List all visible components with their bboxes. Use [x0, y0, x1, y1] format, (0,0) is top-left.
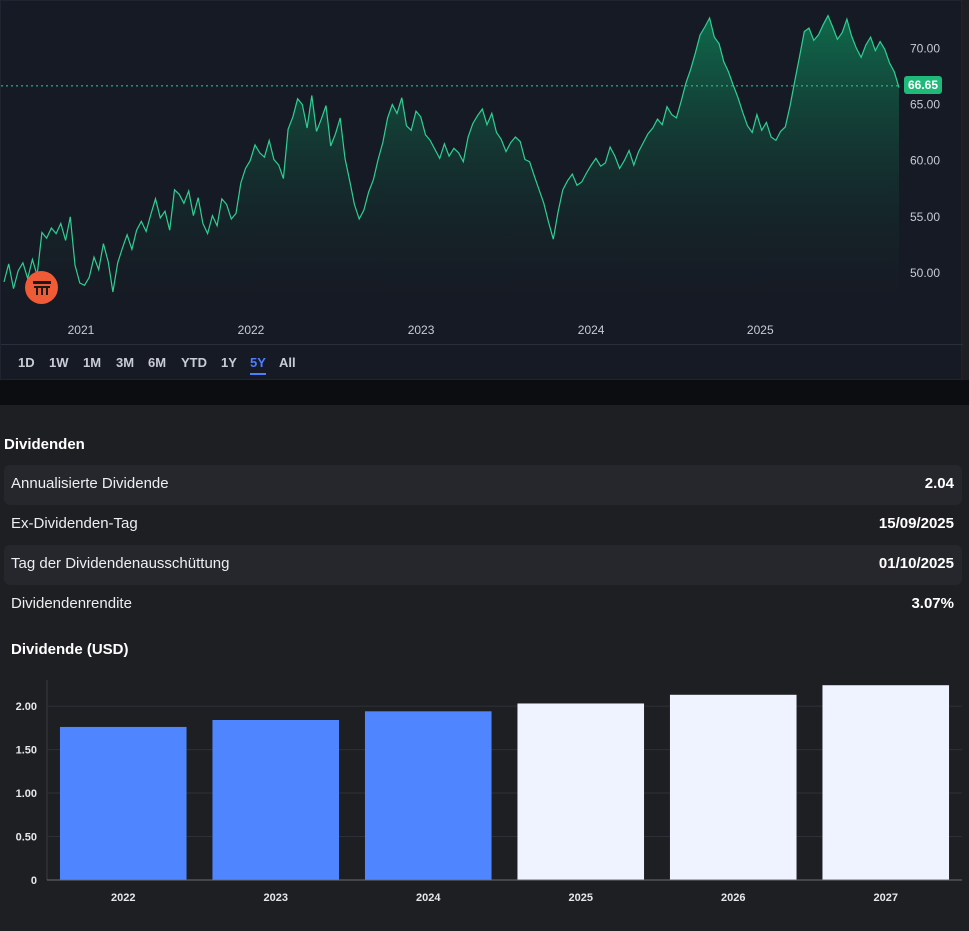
- dividend-yield-row: Dividendenrendite 3.07%: [4, 585, 962, 625]
- row-label: Annualisierte Dividende: [11, 475, 169, 492]
- price-x-tick: 2023: [408, 323, 435, 337]
- section-separator: [0, 380, 969, 405]
- payment-date-row: Tag der Dividendenausschüttung 01/10/202…: [4, 545, 962, 585]
- dividend-bar-2022[interactable]: [59, 726, 187, 880]
- price-y-tick: 60.00: [910, 154, 940, 168]
- row-value: 3.07%: [911, 595, 954, 612]
- row-value: 01/10/2025: [878, 555, 954, 572]
- x-tick-label: 2027: [874, 892, 898, 904]
- tab-3m[interactable]: 3M: [116, 355, 135, 370]
- current-price-badge: 66.65: [904, 75, 943, 94]
- x-tick-label: 2026: [721, 892, 745, 904]
- price-x-tick: 2021: [68, 323, 95, 337]
- tab-all[interactable]: All: [279, 355, 296, 370]
- row-label: Tag der Dividendenausschüttung: [11, 555, 230, 572]
- price-chart-card: 70.00 65.00 60.00 55.00 50.00 2021 2022 2023 202…: [0, 0, 963, 381]
- price-y-tick: 55.00: [910, 210, 940, 224]
- ex-dividend-date-row: Ex-Dividenden-Tag 15/09/2025: [4, 505, 962, 545]
- tab-ytd[interactable]: YTD: [181, 355, 207, 370]
- y-tick-label: 1.50: [16, 745, 37, 757]
- price-line: [3, 14, 900, 293]
- tab-6m[interactable]: 6M: [148, 355, 167, 370]
- row-label: Dividendenrendite: [11, 595, 132, 612]
- price-area: [4, 15, 899, 301]
- price-x-tick: 2025: [747, 323, 774, 337]
- y-tick-label: 0: [31, 875, 37, 887]
- dividend-bar-chart: 0 0.50 1.00 1.50 2.00 2022 2023 2024 2025 2026 202…: [16, 680, 962, 904]
- tab-1m[interactable]: 1M: [83, 355, 102, 370]
- dividend-bar-2026[interactable]: [669, 694, 797, 880]
- x-tick-label: 2024: [416, 892, 441, 904]
- tab-1d[interactable]: 1D: [18, 355, 35, 370]
- price-x-tick: 2024: [578, 323, 605, 337]
- price-y-tick: 50.00: [910, 266, 940, 280]
- tab-1w[interactable]: 1W: [49, 355, 69, 370]
- dividends-heading: Dividenden: [4, 436, 85, 453]
- y-tick-label: 2.00: [16, 701, 37, 713]
- time-range-tabs: 1D 1W 1M 3M 6M YTD 1Y 5Y All: [1, 344, 963, 381]
- y-tick-label: 1.00: [16, 788, 37, 800]
- x-tick-label: 2022: [111, 892, 135, 904]
- dividend-bar-2027[interactable]: [822, 685, 950, 880]
- price-y-tick: 70.00: [910, 41, 940, 55]
- dividend-bar-2024[interactable]: [364, 711, 492, 880]
- dividend-chart-title: Dividende (USD): [11, 641, 129, 658]
- annualized-dividend-row: Annualisierte Dividende 2.04: [4, 465, 962, 505]
- price-x-tick: 2022: [238, 323, 265, 337]
- x-tick-label: 2025: [569, 892, 593, 904]
- dividend-bar-2025[interactable]: [517, 703, 645, 880]
- price-y-tick: 65.00: [910, 97, 940, 111]
- tab-1y[interactable]: 1Y: [221, 355, 237, 370]
- row-label: Ex-Dividenden-Tag: [11, 515, 138, 532]
- x-tick-label: 2023: [264, 892, 288, 904]
- row-value: 2.04: [924, 475, 954, 492]
- price-chart[interactable]: 70.00 65.00 60.00 55.00 50.00 2021 2022 2023 202…: [1, 1, 963, 344]
- y-tick-label: 0.50: [16, 832, 37, 844]
- company-logo-icon: [25, 271, 58, 304]
- row-value: 15/09/2025: [878, 515, 954, 532]
- dividend-bar-2023[interactable]: [212, 720, 340, 880]
- tab-5y[interactable]: 5Y: [250, 355, 266, 375]
